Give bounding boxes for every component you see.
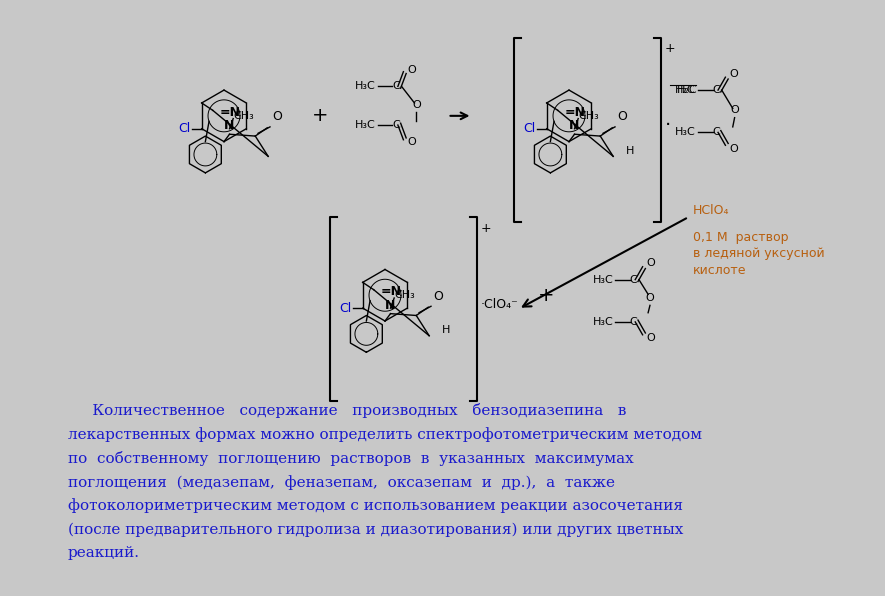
Text: =N: =N — [381, 285, 402, 298]
Text: кислоте: кислоте — [693, 264, 747, 277]
Text: O: O — [407, 65, 416, 75]
Text: O: O — [646, 334, 655, 343]
Text: по  собственному  поглощению  растворов  в  указанных  максимумах: по собственному поглощению растворов в у… — [67, 451, 634, 465]
Text: C: C — [629, 317, 637, 327]
Text: C: C — [712, 85, 720, 95]
Text: O: O — [730, 105, 739, 115]
Text: H₃C: H₃C — [675, 128, 696, 138]
Text: CH₃: CH₃ — [578, 111, 599, 121]
Text: H₂C: H₂C — [675, 85, 696, 95]
Text: +: + — [312, 106, 329, 125]
Text: O: O — [729, 69, 738, 79]
Text: H₃C: H₃C — [355, 120, 376, 130]
Text: C: C — [392, 82, 400, 91]
Text: реакций.: реакций. — [67, 547, 140, 560]
Text: поглощения  (медазепам,  феназепам,  оксазепам  и  др.),  а  также: поглощения (медазепам, феназепам, оксазе… — [67, 474, 614, 489]
Text: H₃C: H₃C — [355, 82, 376, 91]
Text: O: O — [617, 110, 627, 123]
Text: лекарственных формах можно определить спектрофотометрическим методом: лекарственных формах можно определить сп… — [67, 427, 702, 442]
Text: в ледяной уксусной: в ледяной уксусной — [693, 247, 825, 260]
Text: Cl: Cl — [178, 122, 190, 135]
Text: C: C — [629, 275, 637, 285]
Text: H: H — [442, 325, 450, 335]
Text: O: O — [407, 136, 416, 147]
Text: HClO₄: HClO₄ — [693, 204, 730, 217]
Text: +: + — [481, 222, 491, 235]
Text: =N: =N — [566, 105, 586, 119]
Text: H₃C: H₃C — [592, 317, 613, 327]
Text: +: + — [665, 42, 675, 55]
Text: CH₃: CH₃ — [234, 111, 254, 121]
Text: Cl: Cl — [339, 302, 351, 315]
Text: ·ClO₄⁻: ·ClO₄⁻ — [481, 298, 519, 311]
Text: O: O — [645, 293, 654, 303]
Text: O: O — [646, 258, 655, 268]
Text: фотоколориметрическим методом с использованием реакции азосочетания: фотоколориметрическим методом с использо… — [67, 499, 682, 513]
Text: N: N — [224, 119, 235, 132]
Text: O: O — [433, 290, 442, 303]
Text: H₃C: H₃C — [592, 275, 613, 285]
Text: C: C — [712, 128, 720, 138]
Text: O: O — [412, 100, 420, 110]
Text: O: O — [729, 144, 738, 154]
Text: =N: =N — [220, 105, 241, 119]
Text: Количественное   содержание   производных   бензодиазепина   в: Количественное содержание производных бе… — [67, 403, 626, 418]
Text: H̄₂C: H̄₂C — [677, 85, 697, 95]
Text: H: H — [626, 146, 635, 156]
Text: Cl: Cl — [523, 122, 535, 135]
Text: (после предварительного гидролиза и диазотирования) или других цветных: (после предварительного гидролиза и диаз… — [67, 523, 683, 537]
Text: O: O — [272, 110, 281, 123]
Text: CH₃: CH₃ — [394, 290, 415, 300]
Text: N: N — [569, 119, 580, 132]
Text: N: N — [385, 299, 396, 312]
Text: +: + — [538, 285, 554, 305]
Text: C: C — [392, 120, 400, 130]
Text: 0,1 М  раствор: 0,1 М раствор — [693, 231, 789, 244]
Text: ·: · — [665, 116, 671, 135]
